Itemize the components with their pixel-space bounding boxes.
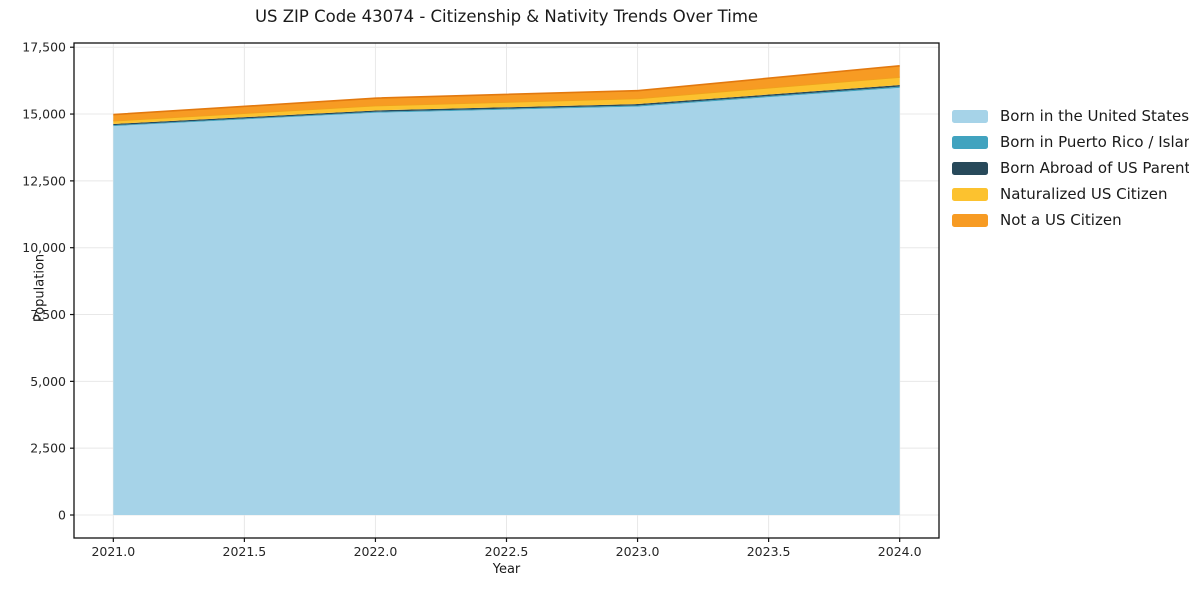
legend-item: Born Abroad of US Parent(s): [952, 159, 1189, 177]
x-tick-label: 2021.0: [91, 544, 135, 559]
legend-label: Born in the United States: [1000, 107, 1189, 125]
legend-swatch-3: [952, 188, 988, 201]
legend-item: Naturalized US Citizen: [952, 185, 1189, 203]
y-tick-label: 15,000: [22, 107, 66, 122]
x-tick-label: 2022.5: [485, 544, 529, 559]
legend-item: Born in the United States: [952, 107, 1189, 125]
x-tick-label: 2022.0: [354, 544, 398, 559]
area-series-4: [113, 65, 900, 121]
legend-label: Not a US Citizen: [1000, 211, 1122, 229]
x-tick-label: 2021.5: [223, 544, 267, 559]
x-tick-label: 2024.0: [878, 544, 922, 559]
chart-title: US ZIP Code 43074 - Citizenship & Nativi…: [254, 7, 759, 26]
area-series-0: [113, 87, 900, 516]
legend-item: Not a US Citizen: [952, 211, 1189, 229]
y-tick-label: 17,500: [22, 40, 66, 55]
legend-swatch-4: [952, 214, 988, 227]
legend-label: Born Abroad of US Parent(s): [1000, 159, 1189, 177]
legend-label: Born in Puerto Rico / Islands: [1000, 133, 1189, 151]
legend-swatch-1: [952, 136, 988, 149]
y-tick-label: 10,000: [22, 240, 66, 255]
y-tick-label: 5,000: [30, 374, 66, 389]
area-series-3: [113, 77, 900, 124]
legend-swatch-2: [952, 162, 988, 175]
y-tick-label: 2,500: [30, 441, 66, 456]
legend-label: Naturalized US Citizen: [1000, 185, 1168, 203]
y-tick-label: 7,500: [30, 307, 66, 322]
x-axis-label: Year: [492, 562, 521, 577]
x-tick-label: 2023.0: [616, 544, 660, 559]
x-tick-label: 2023.5: [747, 544, 791, 559]
legend-item: Born in Puerto Rico / Islands: [952, 133, 1189, 151]
y-tick-label: 0: [58, 508, 66, 523]
y-tick-label: 12,500: [22, 173, 66, 188]
legend: Born in the United States Born in Puerto …: [952, 107, 1189, 229]
area-edge-4: [113, 65, 900, 116]
legend-swatch-0: [952, 110, 988, 123]
